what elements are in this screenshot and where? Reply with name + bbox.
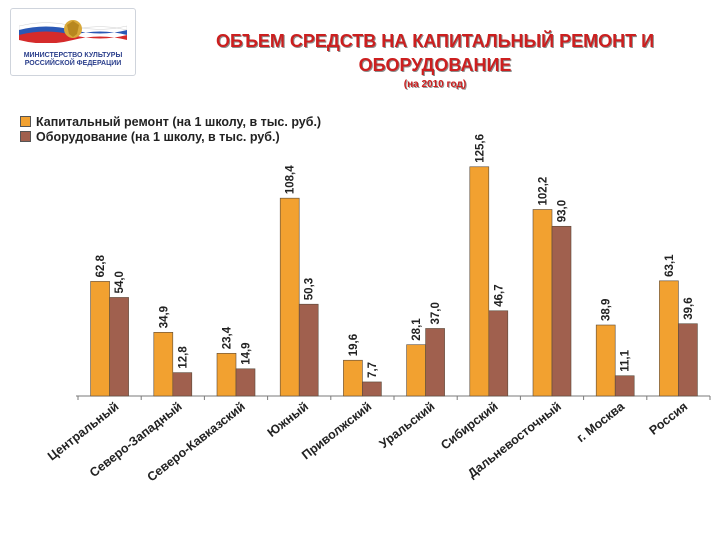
- data-label-equipment-4: 7,7: [367, 362, 379, 378]
- data-label-repair-2: 23,4: [222, 326, 234, 349]
- chart-title-line1: ОБЪЕМ СРЕДСТВ НА КАПИТАЛЬНЫЙ РЕМОНТ И: [215, 31, 655, 51]
- data-label-equipment-6: 46,7: [493, 284, 505, 306]
- bar-repair-7: [532, 209, 553, 397]
- chart-title-line2: ОБОРУДОВАНИЕ: [358, 55, 512, 75]
- category-label-9: Россия: [647, 399, 691, 437]
- legend-label-repair: Капитальный ремонт (на 1 школу, в тыс. р…: [36, 114, 322, 129]
- legend-item-repair: Капитальный ремонт (на 1 школу, в тыс. р…: [20, 114, 321, 129]
- bar-repair-9: [659, 280, 679, 397]
- data-label-equipment-7: 93,0: [557, 200, 569, 222]
- category-label-5: Уральский: [377, 399, 438, 451]
- bar-repair-5: [406, 344, 426, 397]
- legend-swatch-equipment: [20, 131, 31, 142]
- bar-repair-3: [279, 197, 300, 397]
- bar-equipment-8: [614, 375, 635, 397]
- bar-equipment-7: [551, 225, 572, 397]
- bar-repair-0: [90, 281, 110, 397]
- bar-repair-1: [153, 332, 174, 397]
- data-label-equipment-8: 11,1: [620, 349, 632, 371]
- bar-equipment-1: [172, 372, 193, 397]
- data-label-repair-9: 63,1: [664, 254, 676, 277]
- data-label-repair-6: 125,6: [474, 134, 486, 163]
- bar-repair-4: [343, 359, 363, 397]
- category-label-8: г. Москва: [574, 399, 628, 445]
- bar-equipment-4: [362, 381, 382, 397]
- bar-repair-2: [216, 352, 237, 397]
- emblem-icon: [19, 20, 127, 43]
- category-label-6: Сибирский: [438, 399, 500, 452]
- bar-equipment-5: [425, 328, 445, 397]
- bar-equipment-3: [298, 303, 319, 397]
- data-label-equipment-0: 54,0: [114, 271, 126, 293]
- data-label-repair-7: 102,2: [538, 177, 550, 206]
- legend-item-equipment: Оборудование (на 1 школу, в тыс. руб.): [20, 129, 321, 144]
- logo-caption-line1: МИНИСТЕРСТВО КУЛЬТУРЫ: [23, 52, 123, 59]
- ministry-logo: МИНИСТЕРСТВО КУЛЬТУРЫ РОССИЙСКОЙ ФЕДЕРАЦ…: [10, 8, 136, 76]
- category-label-4: Приволжский: [299, 399, 374, 462]
- bar-repair-6: [469, 166, 490, 397]
- data-label-equipment-1: 12,8: [177, 346, 189, 369]
- data-label-repair-5: 28,1: [411, 318, 423, 341]
- data-label-equipment-2: 14,9: [241, 342, 253, 364]
- data-label-equipment-5: 37,0: [430, 302, 442, 324]
- data-label-repair-1: 34,9: [158, 306, 170, 328]
- logo-caption-line2: РОССИЙСКОЙ ФЕДЕРАЦИИ: [24, 60, 122, 67]
- data-label-repair-4: 19,6: [348, 334, 360, 356]
- data-label-equipment-9: 39,6: [683, 297, 695, 319]
- bar-equipment-9: [678, 323, 698, 397]
- data-label-repair-0: 62,8: [95, 254, 107, 277]
- chart-subtitle: (на 2010 год): [403, 79, 467, 90]
- category-label-3: Южный: [265, 399, 311, 439]
- data-label-repair-3: 108,4: [285, 165, 297, 194]
- data-label-repair-8: 38,9: [601, 299, 613, 321]
- legend-swatch-repair: [20, 116, 31, 127]
- legend: Капитальный ремонт (на 1 школу, в тыс. р…: [20, 114, 321, 144]
- bar-repair-8: [595, 324, 616, 397]
- bar-equipment-0: [109, 297, 129, 397]
- bar-equipment-2: [235, 368, 256, 397]
- data-label-equipment-3: 50,3: [304, 278, 316, 300]
- bar-equipment-6: [488, 310, 509, 397]
- legend-label-equipment: Оборудование (на 1 школу, в тыс. руб.): [36, 129, 280, 144]
